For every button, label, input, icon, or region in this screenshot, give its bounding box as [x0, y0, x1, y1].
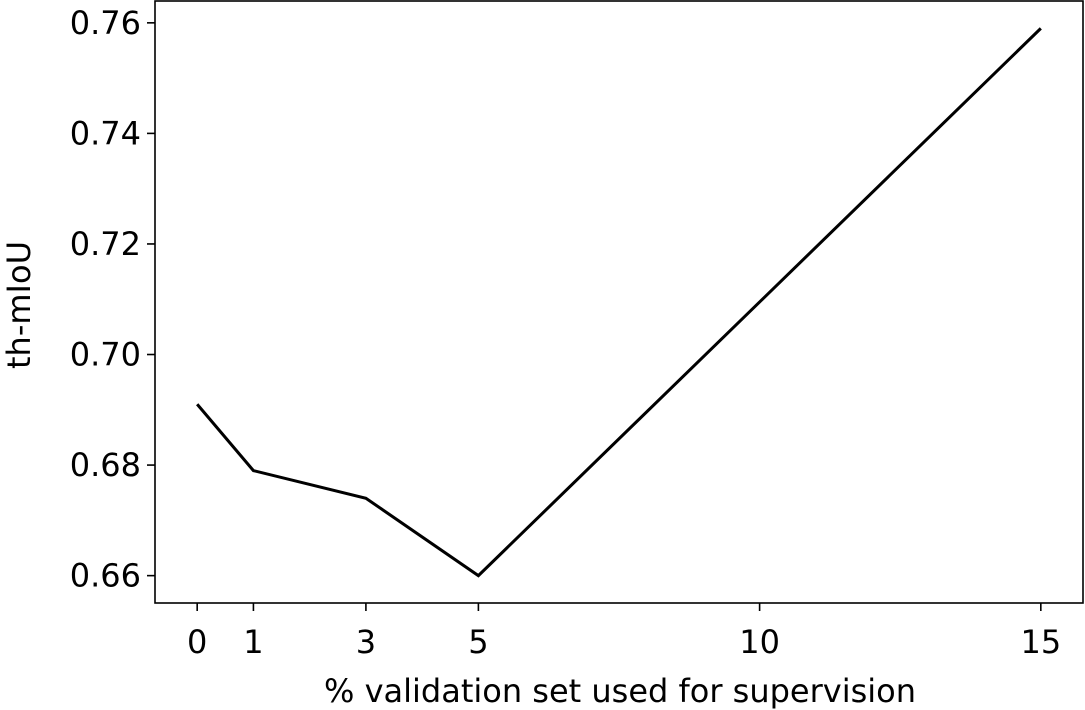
y-tick-label: 0.76: [70, 4, 141, 42]
y-tick-label: 0.72: [70, 225, 141, 263]
y-tick-label: 0.74: [70, 114, 141, 152]
x-axis-label: % validation set used for supervision: [324, 672, 916, 710]
plot-frame: [154, 0, 1084, 604]
y-tick-label: 0.70: [70, 336, 141, 374]
data-line: [196, 27, 1042, 578]
x-tick-label: 15: [1020, 623, 1061, 661]
x-tick-label: 10: [739, 623, 780, 661]
x-tick-label: 3: [356, 623, 376, 661]
y-tick-label: 0.68: [70, 446, 141, 484]
y-tick-label: 0.66: [70, 557, 141, 595]
x-tick-label: 0: [187, 623, 207, 661]
y-axis-label: th-mIoU: [0, 241, 38, 369]
x-tick-label: 1: [243, 623, 263, 661]
x-tick-label: 5: [468, 623, 488, 661]
